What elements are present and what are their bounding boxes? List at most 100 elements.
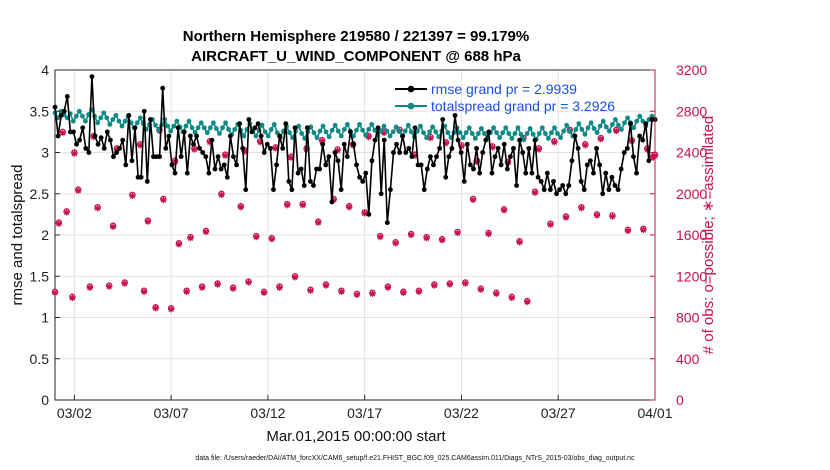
right-y-tick-label: 400 <box>676 351 700 367</box>
rmse-point <box>587 158 593 164</box>
obs-assimilated-marker <box>369 290 376 297</box>
obs-assimilated-marker <box>345 203 353 211</box>
obs-assimilated-marker <box>582 142 589 149</box>
obs-assimilated-marker <box>376 233 384 241</box>
rmse-point <box>95 141 101 147</box>
rmse-point <box>557 187 563 193</box>
totalspread-point <box>579 126 585 132</box>
rmse-point <box>600 191 606 197</box>
rmse-point <box>471 166 476 172</box>
rmse-point <box>252 125 258 131</box>
totalspread-point <box>463 130 469 136</box>
rmse-point <box>317 166 323 172</box>
rmse-point <box>437 145 443 151</box>
totalspread-point <box>156 127 161 133</box>
rmse-point <box>480 150 486 155</box>
rmse-point <box>455 137 461 143</box>
obs-assimilated-marker <box>562 214 570 221</box>
obs-assimilated-stroke <box>106 283 112 290</box>
rmse-point <box>64 94 70 99</box>
rmse-point <box>486 129 492 135</box>
rmse-point <box>452 112 458 118</box>
right-y-tick-label: 0 <box>676 392 684 408</box>
obs-assimilated-stroke <box>416 288 422 295</box>
rmse-point <box>526 145 532 151</box>
totalspread-point <box>338 133 344 139</box>
rmse-point <box>280 145 286 151</box>
totalspread-point <box>98 115 104 121</box>
rmse-point <box>61 108 67 114</box>
obs-assimilated-marker <box>624 227 632 235</box>
rmse-point <box>492 154 498 160</box>
rmse-point <box>160 85 166 91</box>
rmse-point <box>52 104 58 110</box>
obs-assimilated-marker <box>547 221 554 228</box>
totalspread-point <box>189 125 195 131</box>
obs-assimilated-stroke <box>261 290 267 296</box>
rmse-point <box>397 150 403 155</box>
obs-assimilated-marker <box>268 235 275 243</box>
totalspread-point <box>232 126 238 132</box>
totalspread-point <box>637 113 643 119</box>
x-tick-label: 03/22 <box>444 405 479 421</box>
obs-assimilated-marker <box>493 290 500 297</box>
rmse-point <box>311 183 316 188</box>
rmse-point <box>541 187 547 193</box>
rmse-point <box>434 154 439 160</box>
rmse-point <box>378 191 384 197</box>
obs-assimilated-stroke <box>478 286 484 293</box>
totalspread-point <box>183 123 189 129</box>
left-y-tick-label: 4 <box>41 62 49 78</box>
obs-assimilated-stroke <box>203 229 209 235</box>
rmse-point <box>363 170 369 176</box>
obs-assimilated-stroke <box>183 288 190 295</box>
obs-assimilated-stroke <box>187 235 194 241</box>
obs-assimilated-marker <box>175 241 183 248</box>
rmse-point <box>203 154 209 160</box>
totalspread-point <box>466 125 472 131</box>
obs-assimilated-marker <box>469 196 477 204</box>
totalspread-point <box>253 133 259 139</box>
obs-assimilated-stroke <box>284 202 290 208</box>
left-y-tick-label: 2 <box>41 227 49 243</box>
obs-assimilated-marker <box>51 289 59 296</box>
totalspread-point <box>95 120 101 126</box>
rmse-point <box>218 166 224 172</box>
rmse-point <box>107 137 113 143</box>
rmse-point <box>120 137 126 143</box>
rmse-point <box>394 141 399 147</box>
totalspread-point <box>122 118 128 124</box>
totalspread-point <box>582 131 588 137</box>
obs-assimilated-stroke <box>52 290 58 296</box>
right-y-axis-ticks: 0 400 800 1200 1600 2000 2400 2800 3200 <box>650 62 707 408</box>
obs-assimilated-stroke <box>501 207 507 213</box>
obs-assimilated-marker <box>198 284 206 291</box>
rmse-point <box>507 154 513 160</box>
rmse-point <box>572 133 578 139</box>
totalspread-point <box>418 123 423 129</box>
totalspread-point <box>171 123 177 129</box>
totalspread-point <box>363 132 369 138</box>
rmse-point <box>206 170 212 176</box>
rmse-point <box>560 183 566 188</box>
obs-assimilated-stroke <box>272 145 279 152</box>
totalspread-point <box>168 128 174 134</box>
obs-assimilated-marker <box>86 284 94 291</box>
rmse-point <box>286 178 292 184</box>
rmse-point <box>224 174 230 180</box>
rmse-point <box>458 150 464 155</box>
obs-assimilated-stroke <box>141 288 147 295</box>
obs-assimilated-marker <box>109 223 117 230</box>
totalspread-point <box>631 125 637 131</box>
totalspread-point <box>542 131 548 136</box>
rmse-point <box>381 137 387 143</box>
obs-assimilated-stroke <box>319 138 325 144</box>
totalspread-point <box>539 125 545 131</box>
totalspread-point <box>198 120 204 126</box>
rmse-point <box>298 166 304 172</box>
obs-assimilated-stroke <box>408 232 414 238</box>
rmse-point <box>440 117 446 122</box>
left-y-tick-label: 3 <box>41 145 49 161</box>
rmse-point <box>301 183 307 188</box>
rmse-point <box>166 133 172 139</box>
